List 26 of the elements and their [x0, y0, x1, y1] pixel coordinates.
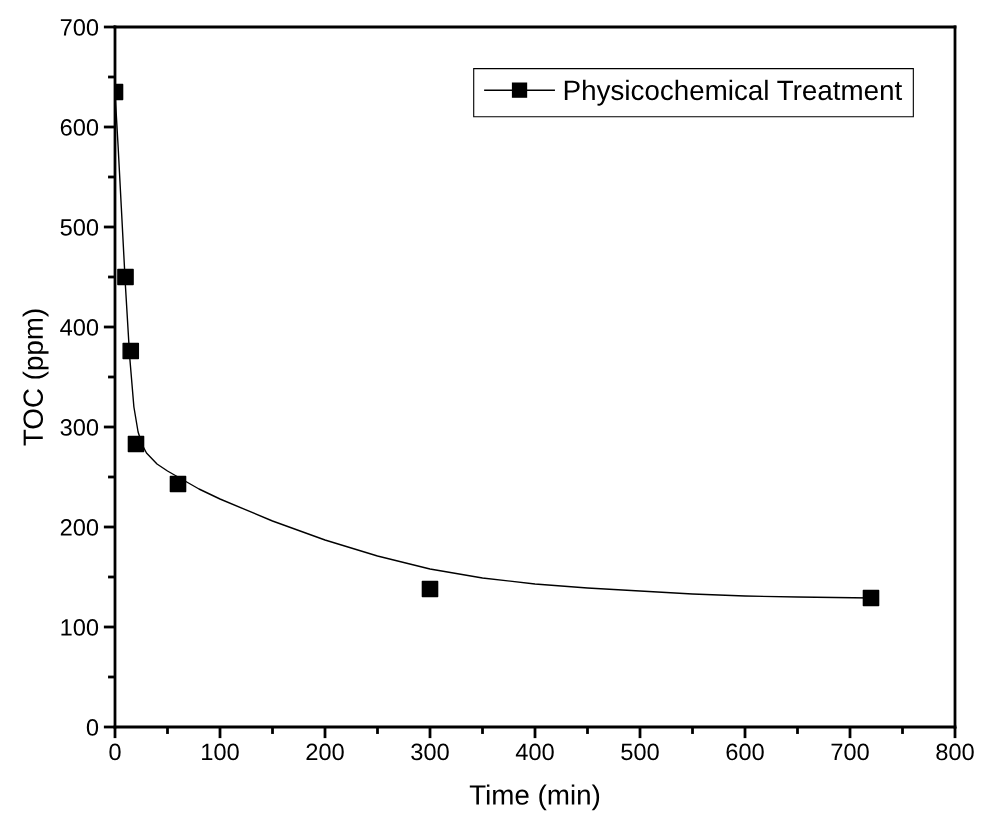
- x-tick-label: 300: [411, 743, 449, 761]
- y-tick-label: 700: [60, 19, 99, 36]
- legend-label: Physicochemical Treatment: [564, 79, 903, 106]
- x-axis-title: Time (min): [469, 784, 600, 811]
- x-tick-label: 400: [515, 743, 554, 761]
- y-tick-label: 600: [60, 119, 99, 136]
- y-tick-label: 200: [60, 519, 99, 536]
- point: [862, 589, 880, 607]
- y-tick-label: 0: [86, 719, 99, 736]
- x-tick-label: 200: [306, 743, 344, 761]
- y-axis-title: TOC (ppm): [22, 309, 49, 446]
- x-tick-label: 500: [621, 743, 659, 761]
- point: [117, 268, 134, 286]
- y-tick-label: 100: [61, 619, 99, 636]
- point: [127, 435, 145, 453]
- x-tick-label: 0: [109, 743, 121, 761]
- point: [169, 475, 187, 493]
- x-tick-label: 100: [202, 743, 239, 761]
- point: [122, 342, 140, 360]
- y-tick-label: 300: [60, 419, 99, 436]
- x-tick-label: 600: [726, 743, 764, 761]
- point: [421, 580, 439, 598]
- y-tick-label: 400: [60, 319, 99, 336]
- x-tick-label: 800: [936, 743, 974, 761]
- y-tick-label: 500: [60, 219, 99, 236]
- x-tick-label: 700: [831, 743, 869, 761]
